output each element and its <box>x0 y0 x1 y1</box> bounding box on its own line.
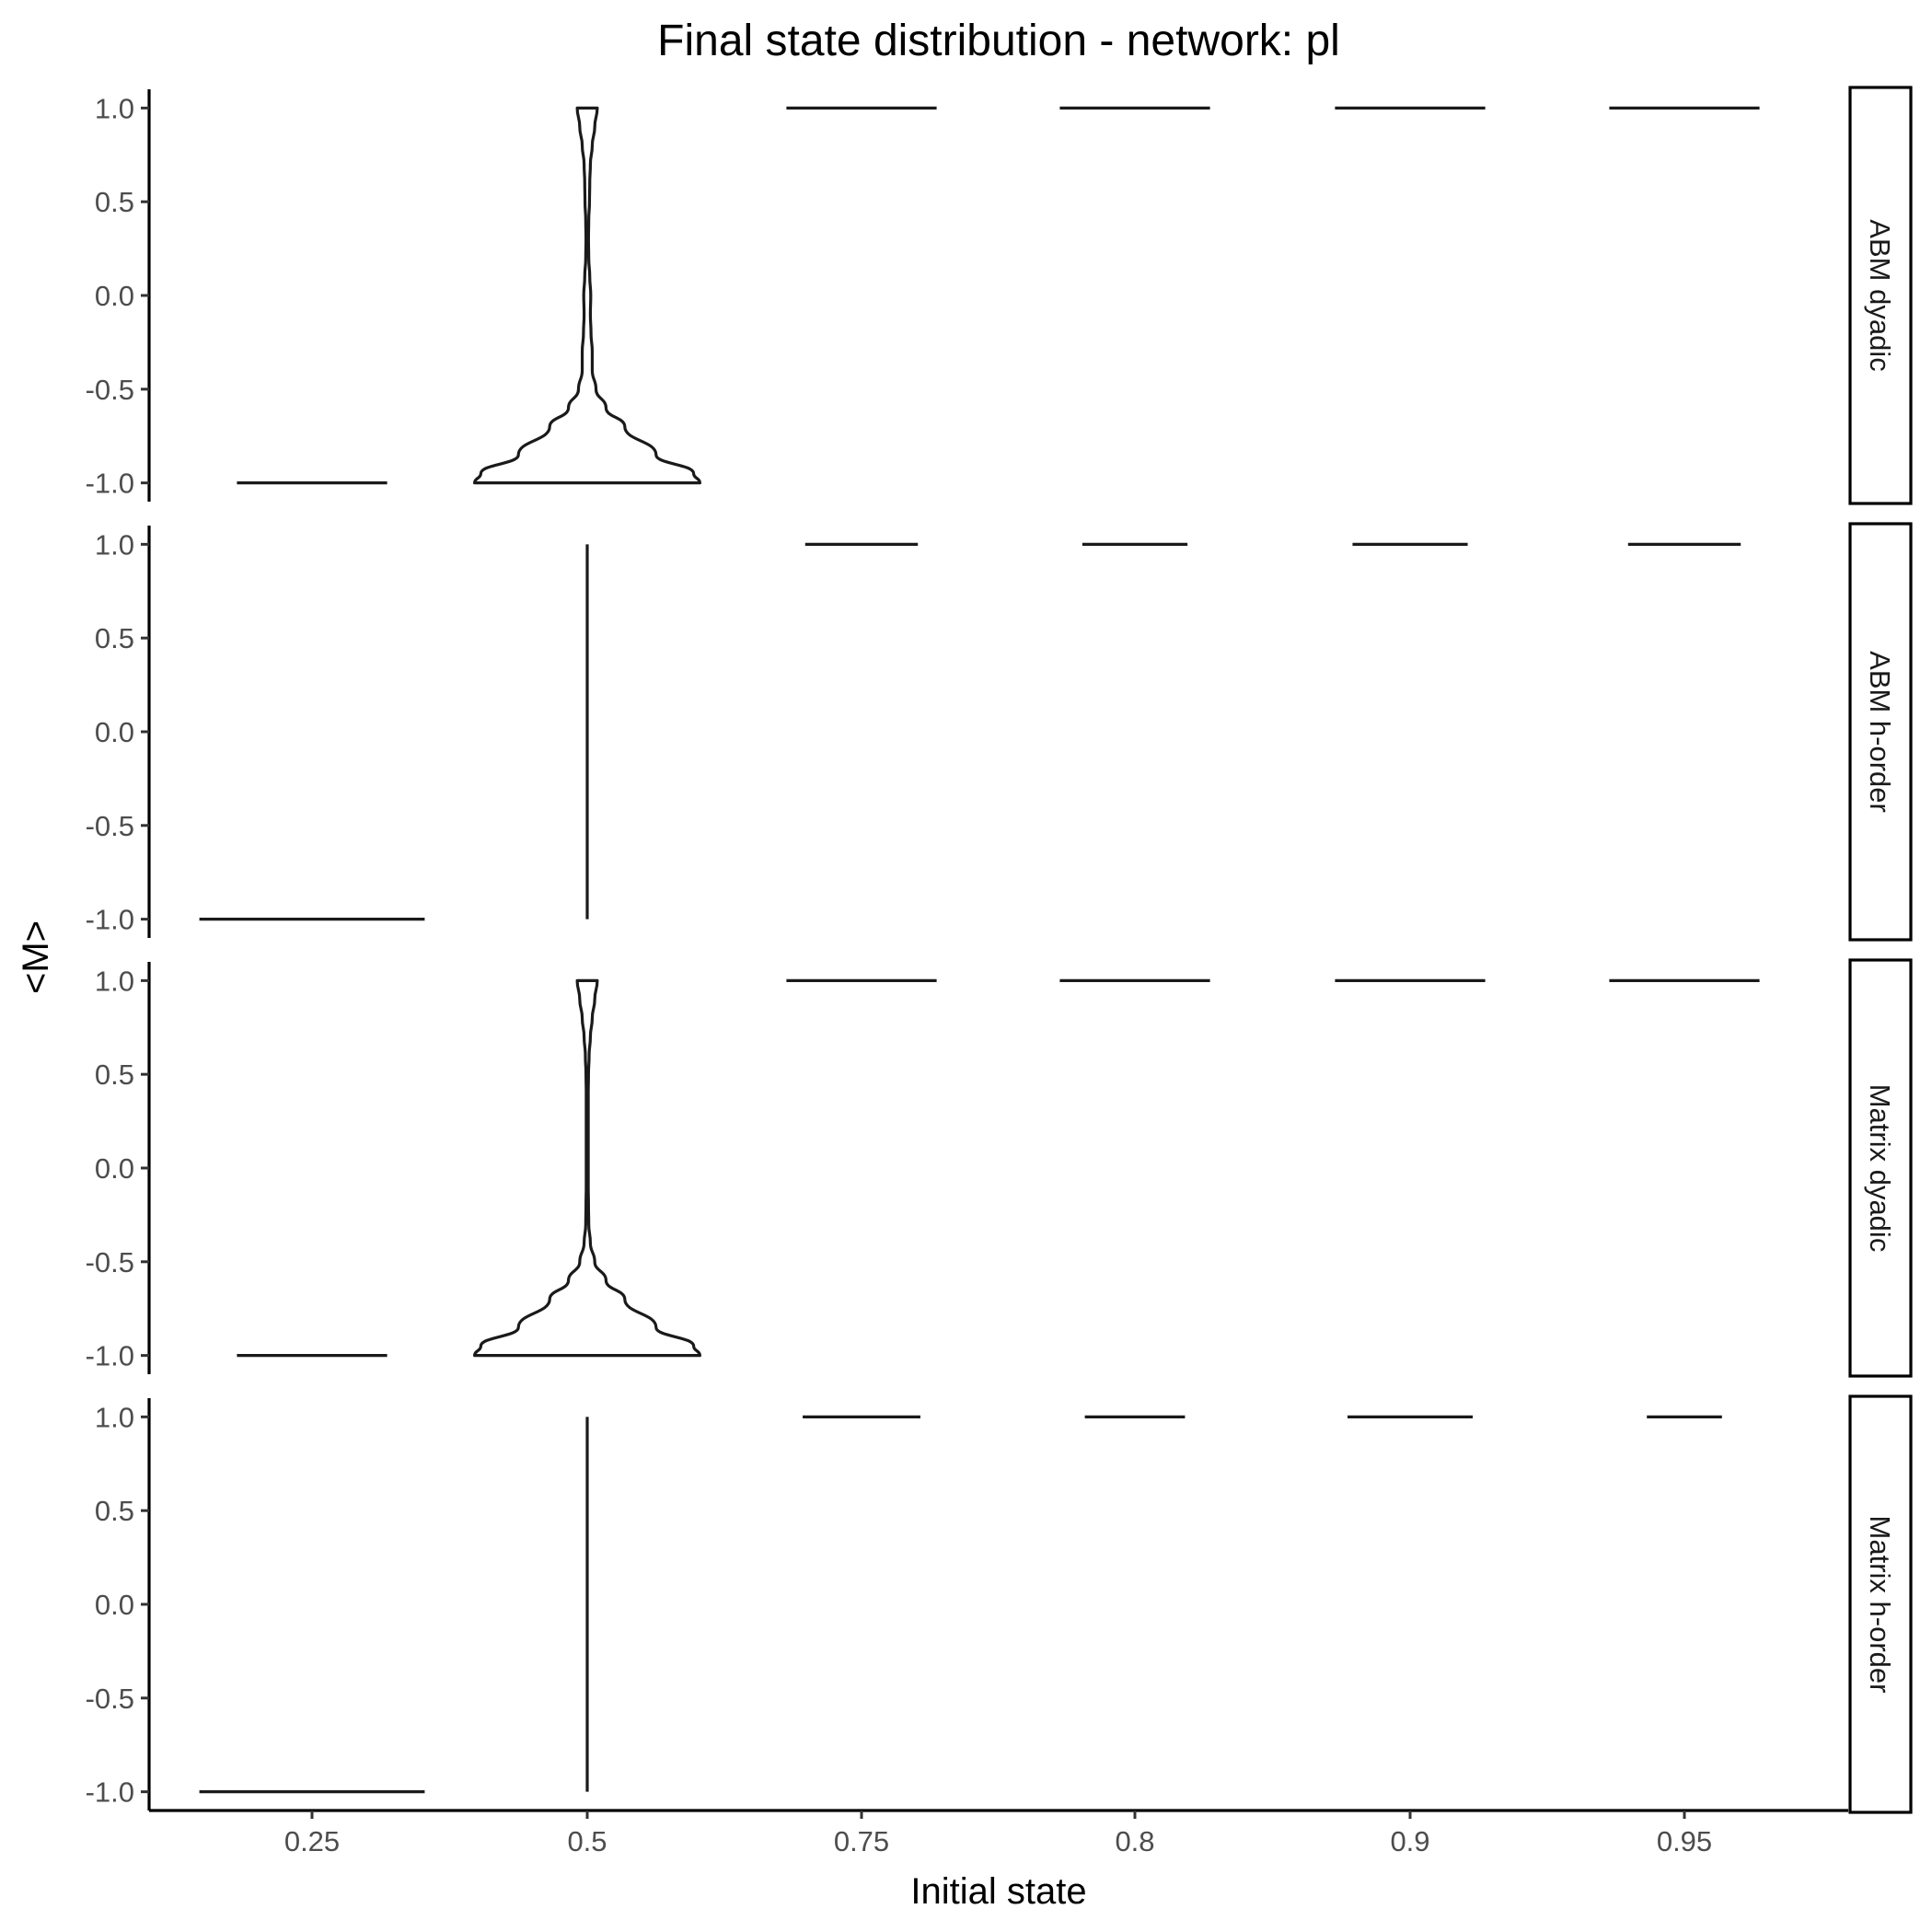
y-tick-label: -0.5 <box>86 810 134 842</box>
y-tick-label: 0.5 <box>95 186 134 218</box>
facet-panel: 1.0 0.5 0.0 -0.5 -1.0 Matrix dyadic <box>86 958 1913 1378</box>
y-tick-label: -0.5 <box>86 1246 134 1278</box>
x-tick-label: 0.9 <box>1390 1825 1429 1857</box>
y-tick-label: -1.0 <box>86 1340 134 1372</box>
y-tick-label: -1.0 <box>86 904 134 936</box>
facet-strip-label: ABM dyadic <box>1864 219 1896 371</box>
x-axis-title: Initial state <box>910 1871 1086 1912</box>
y-tick-label: 1.0 <box>95 965 134 997</box>
y-axis-title: <M> <box>16 920 56 994</box>
x-tick-label: 0.25 <box>284 1825 340 1857</box>
x-tick-label: 0.5 <box>567 1825 607 1857</box>
facet-strip-label: Matrix dyadic <box>1864 1084 1896 1253</box>
violin-mark <box>473 978 701 1358</box>
facet-panel: 1.0 0.5 0.0 -0.5 -1.0 ABM dyadic <box>86 86 1913 505</box>
facet-panel: 1.0 0.5 0.0 -0.5 -1.0 Matrix h-order <box>86 1394 1913 1814</box>
x-tick-label: 0.8 <box>1115 1825 1154 1857</box>
y-tick-label: 0.0 <box>95 1152 134 1185</box>
y-tick-label: 0.0 <box>95 1589 134 1621</box>
y-tick-label: -1.0 <box>86 468 134 500</box>
facet-strip <box>1848 522 1913 942</box>
y-tick-label: 0.5 <box>95 1495 134 1527</box>
violin-mark <box>473 106 701 485</box>
chart-title: Final state distribution - network: pl <box>657 17 1340 65</box>
y-tick-label: -0.5 <box>86 374 134 406</box>
facet-strip <box>1848 958 1913 1378</box>
facet-panels: 1.0 0.5 0.0 -0.5 -1.0 ABM dyadic 1.0 0.5 0.0 -0.5… <box>86 86 1913 1857</box>
y-tick-label: -1.0 <box>86 1776 134 1809</box>
y-tick-label: 0.0 <box>95 280 134 312</box>
y-tick-label: -0.5 <box>86 1683 134 1715</box>
facet-strip <box>1848 86 1913 505</box>
y-tick-label: 0.5 <box>95 622 134 654</box>
facet-panel: 1.0 0.5 0.0 -0.5 -1.0 ABM h-order <box>86 522 1913 942</box>
x-tick-label: 0.95 <box>1657 1825 1712 1857</box>
y-tick-label: 0.0 <box>95 716 134 748</box>
y-tick-label: 1.0 <box>95 92 134 124</box>
y-tick-label: 1.0 <box>95 1401 134 1433</box>
y-tick-label: 1.0 <box>95 528 134 561</box>
facet-strip-label: Matrix h-order <box>1864 1516 1896 1694</box>
y-tick-label: 0.5 <box>95 1059 134 1091</box>
x-tick-label: 0.75 <box>834 1825 889 1857</box>
facet-strip-label: ABM h-order <box>1864 651 1896 813</box>
facet-strip <box>1848 1394 1913 1814</box>
